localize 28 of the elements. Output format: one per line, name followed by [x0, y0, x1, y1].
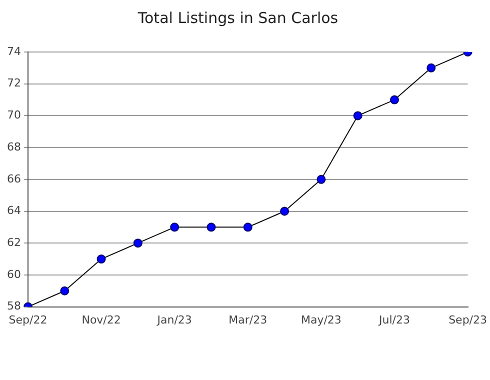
x-tick-label: Jan/23: [156, 313, 192, 326]
y-tick-label: 70: [6, 108, 21, 122]
point: [353, 111, 362, 120]
y-tick-label: 66: [6, 172, 21, 186]
point: [280, 206, 290, 216]
y-tick-label: 62: [6, 236, 21, 249]
x-tick-label: Jul/23: [378, 313, 410, 326]
x-tick-label: Sep/22: [8, 313, 48, 326]
x-tick-label: May/23: [300, 313, 342, 326]
y-tick-label: 74: [6, 44, 21, 58]
point: [96, 254, 106, 264]
point: [133, 238, 142, 248]
point: [390, 95, 399, 104]
y-tick-label: 64: [6, 204, 21, 218]
y-tick-label: 58: [6, 300, 21, 313]
x-tick-label: Sep/23: [448, 313, 487, 326]
point: [426, 63, 436, 72]
point: [60, 286, 70, 296]
point: [206, 222, 216, 232]
chart-title: Total Listings in San Carlos: [136, 8, 338, 27]
point: [170, 222, 180, 232]
y-tick-label: 60: [6, 268, 21, 281]
point: [316, 174, 326, 184]
x-tick-label: Nov/22: [82, 313, 121, 326]
point: [243, 222, 252, 232]
x-tick-label: Mar/23: [228, 313, 268, 326]
y-tick-label: 68: [6, 140, 21, 154]
y-tick-label: 72: [6, 76, 21, 90]
